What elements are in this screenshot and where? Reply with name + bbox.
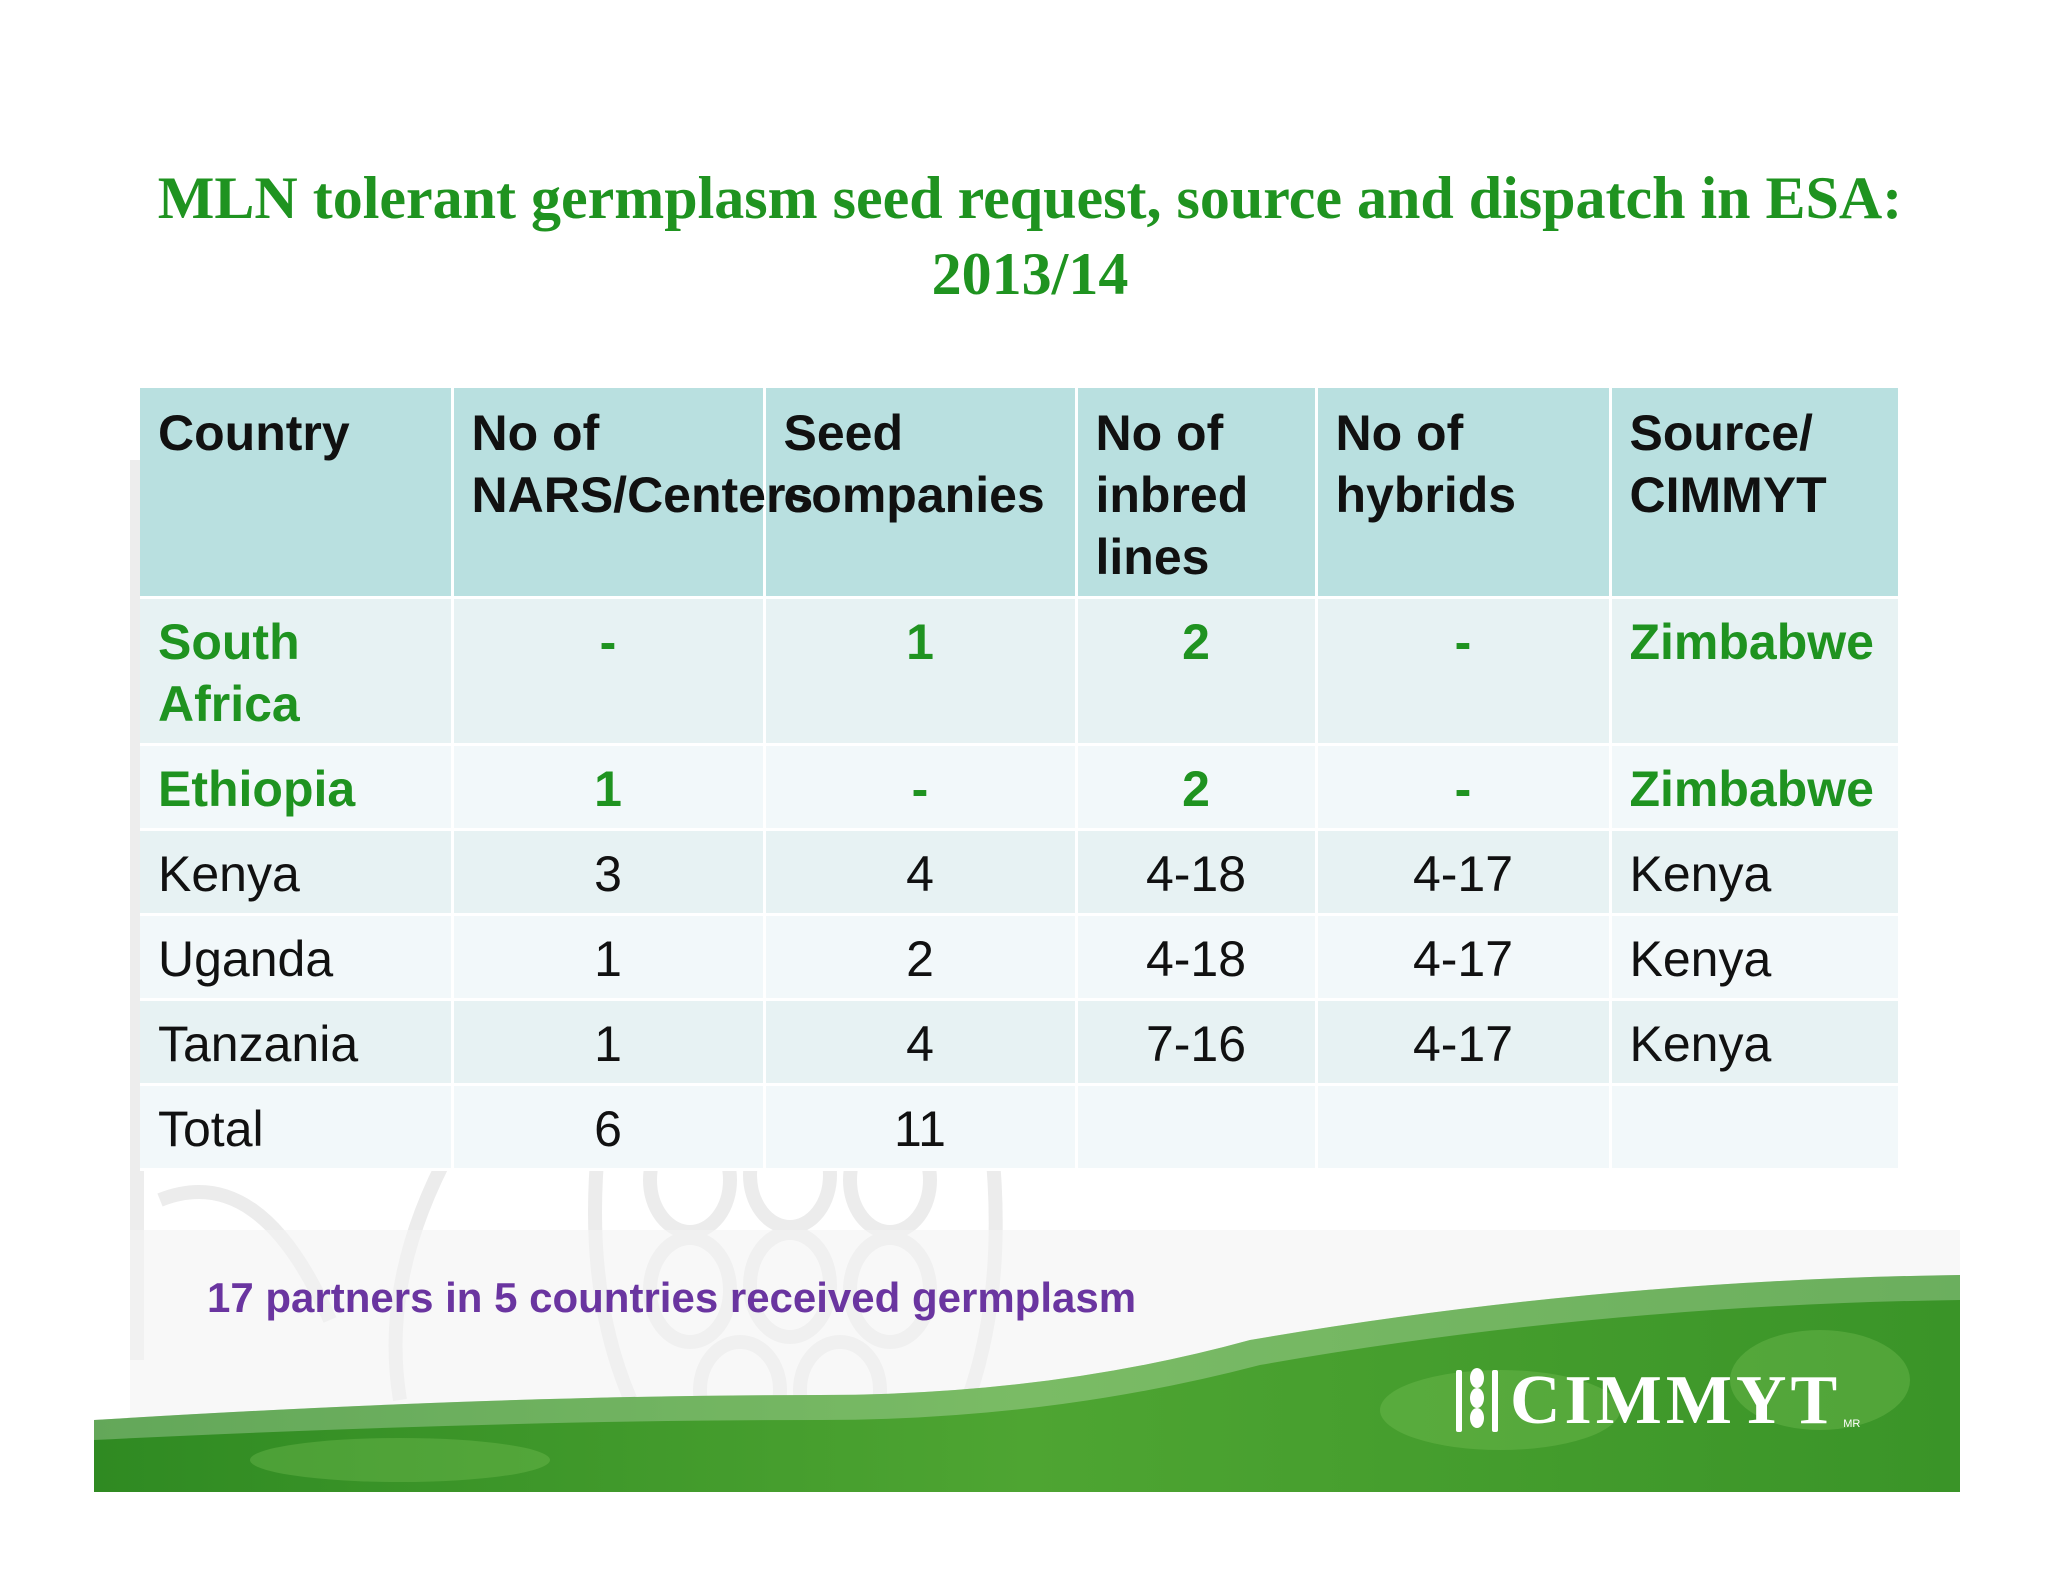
- table-row: Kenya 3 4 4-18 4-17 Kenya: [140, 829, 1898, 916]
- cell-inbred: 7-16: [1076, 999, 1318, 1086]
- header-hybrids: No of hybrids: [1316, 388, 1612, 599]
- table-header-row: Country No of NARS/Centers Seed companie…: [140, 388, 1898, 599]
- cell-seed: 2: [764, 914, 1078, 1001]
- cell-seed: 11: [764, 1084, 1078, 1171]
- cell-hybrids: 4-17: [1316, 999, 1612, 1086]
- cell-country: Ethiopia: [140, 744, 454, 831]
- cell-source: Zimbabwe: [1610, 597, 1898, 746]
- cell-source: Kenya: [1610, 999, 1898, 1086]
- table-row: Tanzania 1 4 7-16 4-17 Kenya: [140, 999, 1898, 1086]
- cimmyt-logo: CIMMYT MR: [1452, 1358, 1892, 1438]
- cell-source: Kenya: [1610, 914, 1898, 1001]
- logo-mark-sup: MR: [1843, 1418, 1861, 1430]
- cell-nars: 3: [452, 829, 766, 916]
- header-seed-companies: Seed companies: [764, 388, 1078, 599]
- cell-inbred: 4-18: [1076, 829, 1318, 916]
- header-country: Country: [140, 388, 454, 599]
- cell-nars: 1: [452, 999, 766, 1086]
- title-line-2: 2013/14: [931, 241, 1129, 307]
- cell-source: [1610, 1084, 1898, 1171]
- cell-country: Kenya: [140, 829, 454, 916]
- table-row: Ethiopia 1 - 2 - Zimbabwe: [140, 744, 1898, 831]
- cell-inbred: [1076, 1084, 1318, 1171]
- cell-hybrids: -: [1316, 744, 1612, 831]
- table-row: Uganda 1 2 4-18 4-17 Kenya: [140, 914, 1898, 1001]
- header-nars-centers: No of NARS/Centers: [452, 388, 813, 599]
- cell-hybrids: [1316, 1084, 1612, 1171]
- cell-seed: 1: [764, 597, 1078, 746]
- cell-seed: 4: [764, 999, 1078, 1086]
- cell-source: Zimbabwe: [1610, 744, 1898, 831]
- logo-text: CIMMYT: [1510, 1362, 1842, 1439]
- slide-title: MLN tolerant germplasm seed request, sou…: [80, 160, 1980, 312]
- cell-inbred: 2: [1076, 744, 1318, 831]
- cell-nars: 1: [452, 744, 766, 831]
- footnote: 17 partners in 5 countries received germ…: [207, 1274, 1137, 1321]
- cell-nars: 1: [452, 914, 766, 1001]
- cell-seed: 4: [764, 829, 1078, 916]
- wheat-ear-icon: [1456, 1368, 1498, 1432]
- cell-seed: -: [764, 744, 1078, 831]
- cell-inbred: 2: [1076, 597, 1318, 746]
- cell-hybrids: 4-17: [1316, 914, 1612, 1001]
- cell-country: Tanzania: [140, 999, 454, 1086]
- header-inbred-lines: No of inbred lines: [1076, 388, 1318, 599]
- title-line-1: MLN tolerant germplasm seed request, sou…: [157, 165, 1903, 231]
- green-wave-banner: [94, 1275, 1960, 1492]
- cell-hybrids: -: [1316, 597, 1612, 746]
- cell-nars: 6: [452, 1084, 766, 1171]
- table-row: South Africa - 1 2 - Zimbabwe: [140, 597, 1898, 746]
- cell-hybrids: 4-17: [1316, 829, 1612, 916]
- cell-country: Total: [140, 1084, 454, 1171]
- germplasm-table: Country No of NARS/Centers Seed companie…: [140, 388, 1898, 1171]
- header-source: Source/ CIMMYT: [1610, 388, 1898, 599]
- cell-source: Kenya: [1610, 829, 1898, 916]
- table-row-total: Total 6 11: [140, 1084, 1898, 1171]
- cell-country: South Africa: [140, 597, 454, 746]
- cell-inbred: 4-18: [1076, 914, 1318, 1001]
- cell-country: Uganda: [140, 914, 454, 1001]
- cell-nars: -: [452, 597, 766, 746]
